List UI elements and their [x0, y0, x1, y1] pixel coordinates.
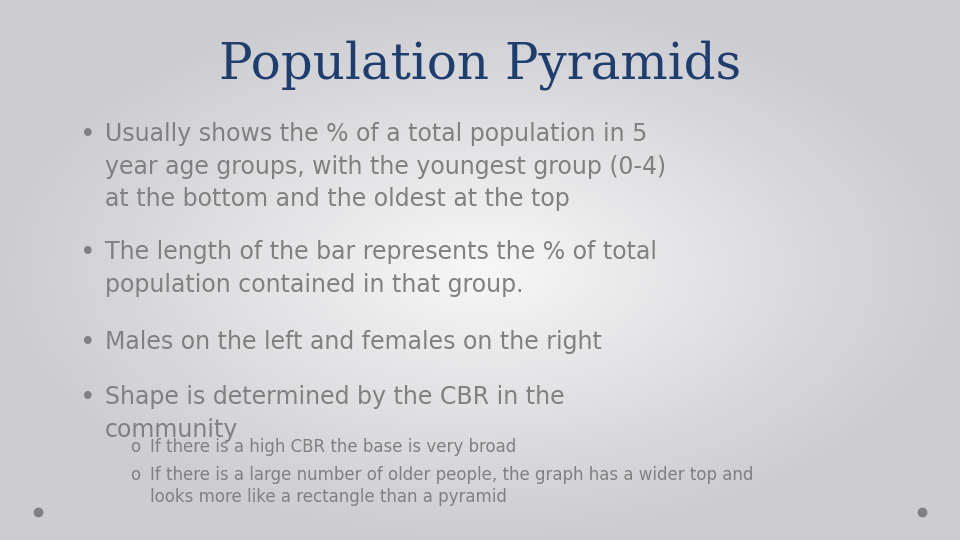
Text: Usually shows the % of a total population in 5
year age groups, with the younges: Usually shows the % of a total populatio… — [105, 122, 666, 211]
Text: •: • — [80, 330, 96, 356]
Text: Population Pyramids: Population Pyramids — [219, 40, 741, 90]
Text: •: • — [80, 385, 96, 411]
Text: o: o — [130, 466, 140, 484]
Text: Males on the left and females on the right: Males on the left and females on the rig… — [105, 330, 602, 354]
Text: o: o — [130, 438, 140, 456]
Text: If there is a large number of older people, the graph has a wider top and
looks : If there is a large number of older peop… — [150, 466, 754, 506]
Text: The length of the bar represents the % of total
population contained in that gro: The length of the bar represents the % o… — [105, 240, 657, 296]
Text: Shape is determined by the CBR in the
community: Shape is determined by the CBR in the co… — [105, 385, 564, 442]
Text: •: • — [80, 240, 96, 266]
Text: •: • — [80, 122, 96, 148]
Text: If there is a high CBR the base is very broad: If there is a high CBR the base is very … — [150, 438, 516, 456]
